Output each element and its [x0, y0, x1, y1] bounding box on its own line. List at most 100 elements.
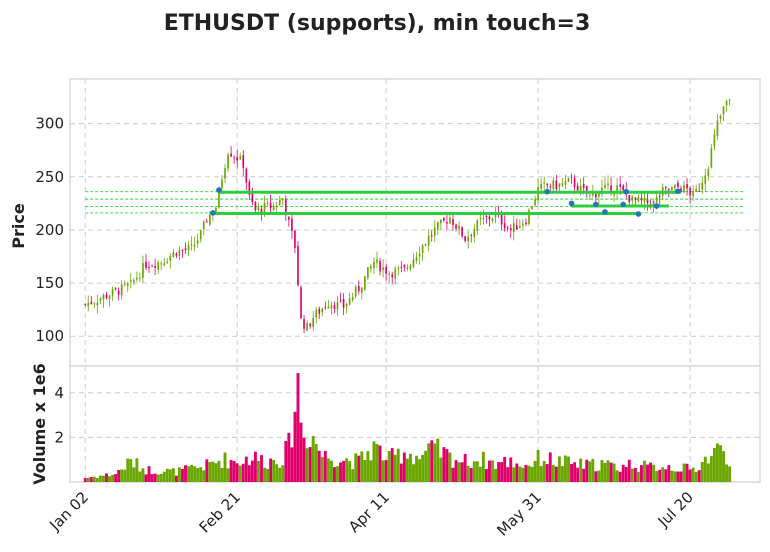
volume-bar [618, 471, 622, 482]
candle-body [364, 276, 366, 290]
volume-bar [290, 447, 294, 482]
candle-body [205, 221, 208, 223]
volume-bar [138, 471, 142, 482]
volume-bar [250, 460, 254, 482]
volume-bar [408, 453, 412, 482]
candle-body [719, 116, 722, 119]
candle-body [619, 184, 622, 187]
candle-body [154, 265, 156, 268]
volume-bar [633, 467, 637, 482]
volume-bar [527, 465, 531, 482]
volume-bar [688, 469, 692, 482]
support-touch-marker [635, 211, 642, 217]
candle-body [90, 301, 93, 305]
candle-body [172, 251, 175, 257]
volume-bar [497, 461, 501, 482]
volume-bar [466, 465, 470, 482]
candle-body [500, 212, 503, 225]
candle-body [427, 235, 430, 246]
x-tick-label: May 31 [493, 488, 545, 540]
candle-body [573, 178, 576, 187]
volume-bar [597, 470, 601, 482]
candle-body [157, 262, 159, 270]
candle-body [190, 244, 193, 246]
candle-body [227, 154, 229, 169]
candle-body [321, 308, 324, 313]
candle-body [367, 267, 369, 279]
volume-bar [326, 458, 330, 482]
candle-body [263, 203, 266, 214]
volume-bar [515, 463, 519, 482]
volume-bar [709, 455, 713, 482]
volume-bar [433, 443, 437, 482]
volume-bar [129, 459, 133, 482]
volume-bar [314, 443, 318, 482]
volume-bar [345, 458, 349, 482]
volume-bar [682, 463, 686, 482]
candle-body [324, 307, 327, 309]
volume-bar [375, 443, 379, 482]
volume-bar [594, 471, 598, 482]
volume-bar [275, 464, 279, 482]
volume-bar [421, 454, 425, 482]
volume-bar [509, 457, 513, 482]
candle-body [99, 298, 102, 301]
volume-bar [278, 467, 282, 482]
candle-body [163, 263, 166, 266]
volume-bar [481, 451, 485, 482]
volume-bar [463, 453, 467, 482]
candle-body [637, 196, 640, 202]
volume-bar [706, 463, 710, 482]
volume-bar [503, 456, 507, 482]
volume-bar [728, 466, 732, 482]
candle-body [558, 183, 561, 188]
candle-body [540, 183, 542, 189]
price-tick-label: 300 [35, 115, 64, 133]
candle-body [142, 262, 144, 278]
volume-bar [101, 475, 105, 482]
candle-body [412, 259, 415, 268]
candle-body [531, 207, 533, 210]
candle-body [376, 259, 378, 263]
x-tick-label: Jul 20 [654, 488, 697, 531]
candle-body [260, 208, 263, 214]
candle-body [616, 185, 618, 193]
candle-body [598, 192, 600, 197]
price-tick-label: 200 [35, 221, 64, 239]
volume-bar [284, 440, 288, 482]
volume-bar [673, 471, 677, 482]
volume-bar [159, 473, 163, 482]
candle-body [96, 302, 99, 306]
volume-bar [533, 460, 537, 482]
candle-body [561, 183, 564, 186]
volume-bar [494, 468, 497, 482]
volume-bar [111, 474, 114, 482]
volume-bar [156, 474, 160, 482]
candle-body [187, 245, 190, 251]
volume-bar [582, 468, 586, 482]
volume-bar [570, 464, 573, 482]
candle-body [251, 193, 254, 203]
candle-body [519, 225, 521, 228]
candle-body [105, 294, 108, 299]
volume-bar [393, 454, 397, 482]
volume-bar [281, 465, 285, 482]
candle-body [628, 195, 631, 203]
candle-body [692, 191, 694, 197]
candle-body [506, 227, 509, 229]
volume-bar [442, 447, 446, 482]
volume-tick-label: 2 [54, 428, 64, 446]
candle-body [330, 305, 333, 309]
candle-body [674, 184, 676, 188]
candle-body [148, 267, 150, 269]
volume-bar [89, 477, 93, 482]
volume-bar [573, 462, 577, 482]
candle-body [111, 288, 114, 296]
candle-body [579, 185, 582, 191]
candle-body [713, 134, 716, 147]
candle-body [275, 205, 278, 208]
volume-bar [609, 462, 613, 482]
volume-bar [302, 437, 306, 482]
candle-body [652, 201, 655, 207]
volume-bar [530, 466, 534, 482]
